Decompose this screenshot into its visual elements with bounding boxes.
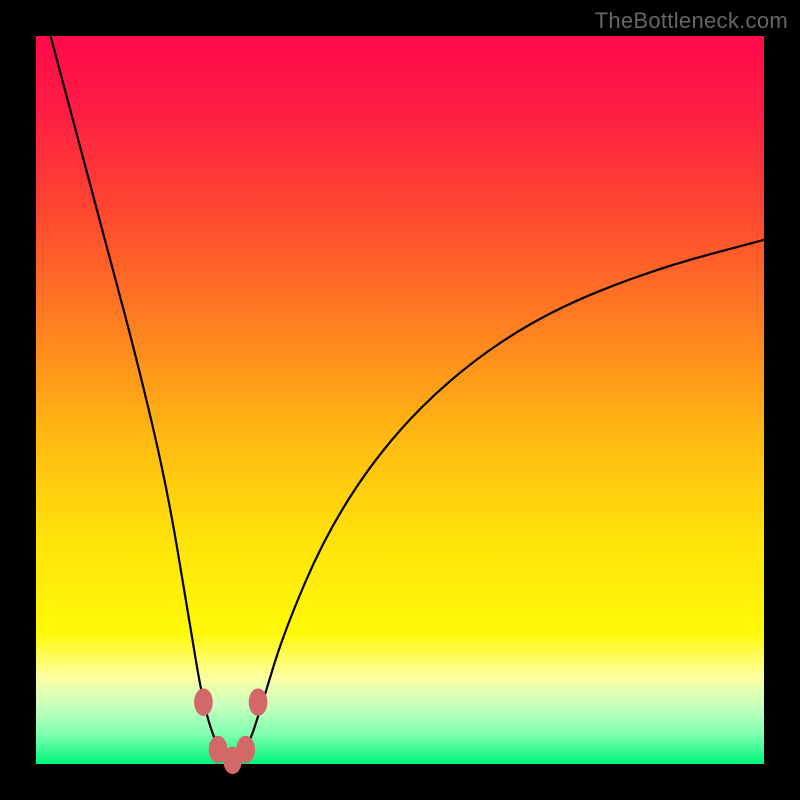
chart-background-gradient (36, 36, 764, 764)
watermark-text: TheBottleneck.com (595, 8, 788, 34)
optimal-marker (194, 688, 213, 716)
optimal-marker (249, 688, 268, 716)
chart-canvas (0, 0, 800, 800)
optimal-marker (236, 736, 255, 764)
